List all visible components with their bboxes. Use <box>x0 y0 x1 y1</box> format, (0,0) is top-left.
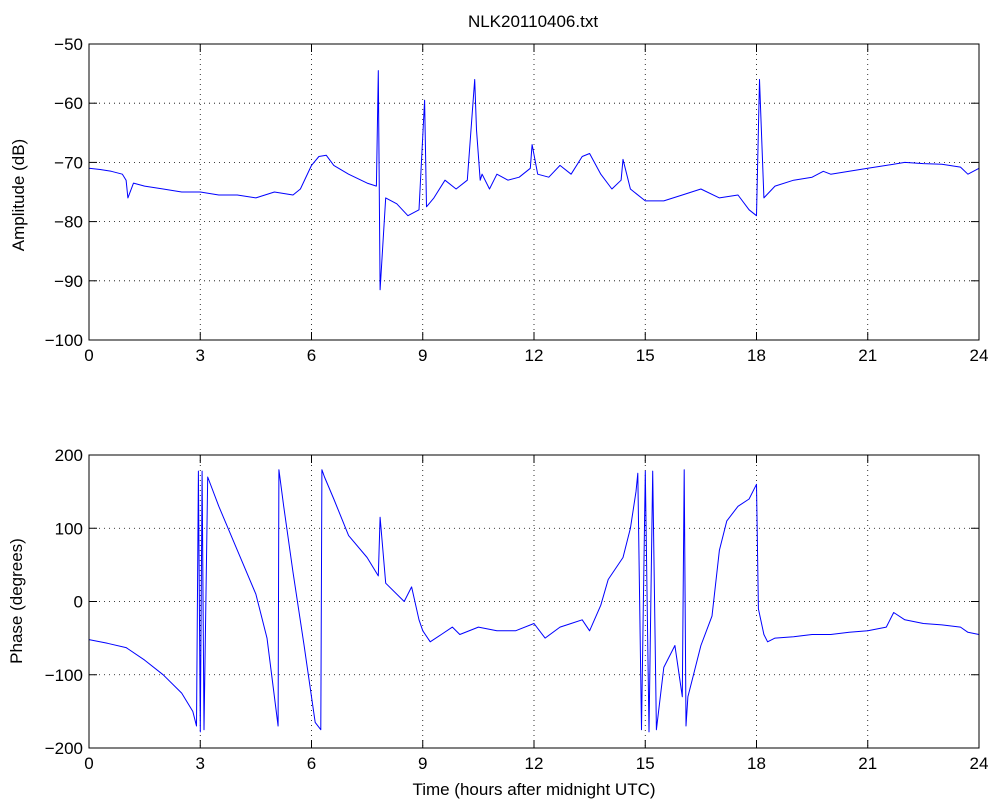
phase-axes-frame <box>88 454 980 749</box>
time-x-axis-label: Time (hours after midnight UTC) <box>412 780 655 799</box>
amplitude-axes-frame <box>88 43 980 341</box>
phase-grid <box>89 455 979 748</box>
amplitude-x-tick-label: 24 <box>970 346 989 365</box>
phase-trace-group <box>88 469 980 733</box>
amplitude-x-tick-label: 6 <box>307 346 316 365</box>
amplitude-y-tick-label: −100 <box>45 331 83 350</box>
phase-ticks: 0 3 6 9 12 15 18 21 24 −200 −100 0 100 200 <box>45 446 989 773</box>
amplitude-y-tick-label: −50 <box>54 35 83 54</box>
phase-x-tick-label: 21 <box>858 754 877 773</box>
phase-y-tick-label: 0 <box>74 593 83 612</box>
amplitude-ticks: 0 3 6 9 12 15 18 21 24 −100 −90 −80 −70 −60 −50 <box>45 35 989 365</box>
phase-x-tick-label: 0 <box>84 754 93 773</box>
phase-y-axis-label: Phase (degrees) <box>7 538 26 664</box>
phase-x-tick-label: 9 <box>418 754 427 773</box>
phase-x-tick-label: 15 <box>636 754 655 773</box>
phase-y-tick-label: −100 <box>45 666 83 685</box>
amplitude-x-tick-label: 15 <box>636 346 655 365</box>
amplitude-y-tick-label: −80 <box>54 213 83 232</box>
amplitude-y-axis-label: Amplitude (dB) <box>9 139 28 251</box>
phase-x-tick-label: 18 <box>747 754 766 773</box>
amplitude-x-tick-label: 18 <box>747 346 766 365</box>
phase-x-tick-label: 3 <box>196 754 205 773</box>
phase-x-tick-label: 12 <box>525 754 544 773</box>
amplitude-x-tick-label: 12 <box>525 346 544 365</box>
amplitude-x-tick-label: 3 <box>196 346 205 365</box>
amplitude-y-tick-label: −60 <box>54 94 83 113</box>
amplitude-grid <box>89 44 979 340</box>
amplitude-trace-group <box>88 70 980 291</box>
phase-x-tick-label: 24 <box>970 754 989 773</box>
phase-y-tick-label: 200 <box>55 446 83 465</box>
phase-y-tick-label: −200 <box>45 739 83 758</box>
amplitude-x-tick-label: 0 <box>84 346 93 365</box>
phase-y-tick-label: 100 <box>55 519 83 538</box>
amplitude-plot: NLK20110406.txt Amplitude (dB) 0 3 6 9 12 15 1… <box>9 12 988 365</box>
phase-x-tick-label: 6 <box>307 754 316 773</box>
chart-title: NLK20110406.txt <box>468 12 598 31</box>
phase-trace <box>88 469 980 733</box>
amplitude-x-tick-label: 21 <box>858 346 877 365</box>
amplitude-x-tick-label: 9 <box>418 346 427 365</box>
amplitude-y-tick-label: −70 <box>54 153 83 172</box>
amplitude-trace <box>88 70 980 291</box>
phase-plot: Time (hours after midnight UTC) Phase (d… <box>7 446 988 799</box>
amplitude-y-tick-label: −90 <box>54 272 83 291</box>
